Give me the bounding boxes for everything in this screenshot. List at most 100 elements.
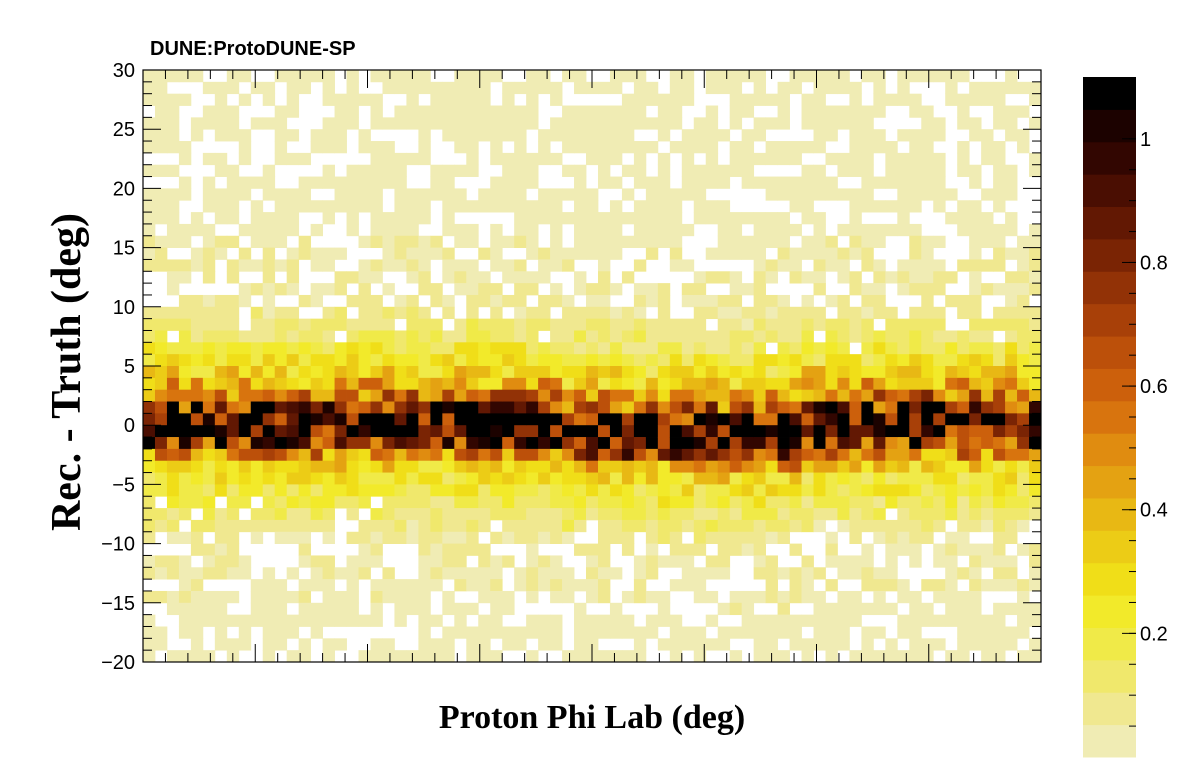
heatmap-cell [454, 496, 467, 509]
heatmap-cell [430, 614, 443, 627]
heatmap-cell [777, 650, 790, 663]
heatmap-cell [334, 614, 347, 627]
heatmap-cell [454, 401, 467, 414]
heatmap-cell [286, 259, 300, 272]
heatmap-cell [526, 484, 539, 497]
heatmap-cell [765, 401, 778, 414]
heatmap-cell [574, 638, 587, 651]
heatmap-cell [370, 508, 383, 521]
heatmap-cell [298, 342, 312, 355]
heatmap-cell [933, 377, 946, 391]
heatmap-cell [418, 306, 431, 320]
heatmap-cell [226, 638, 240, 651]
heatmap-cell [753, 508, 767, 521]
heatmap-cell [681, 294, 695, 308]
heatmap-cell [705, 377, 719, 391]
heatmap-cell [717, 354, 731, 367]
heatmap-cell [358, 543, 371, 556]
heatmap-cell [143, 377, 156, 391]
heatmap-cell [609, 200, 623, 213]
heatmap-cell [669, 437, 683, 450]
heatmap-cell [394, 223, 407, 237]
heatmap-cell [681, 70, 695, 83]
heatmap-cell [442, 567, 455, 580]
heatmap-cell [633, 437, 647, 450]
heatmap-cell [981, 259, 994, 272]
heatmap-cell [394, 519, 407, 533]
heatmap-cell [897, 366, 910, 379]
heatmap-cell [214, 484, 228, 497]
heatmap-cell [873, 437, 886, 450]
heatmap-cell [597, 555, 611, 568]
heatmap-cell [945, 590, 958, 604]
y-axis-title: Rec. - Truth (deg) [44, 213, 90, 531]
heatmap-cell [621, 413, 635, 426]
heatmap-cell [478, 496, 491, 509]
heatmap-cell [334, 200, 347, 213]
heatmap-cell [310, 318, 323, 331]
heatmap-cell [873, 81, 886, 95]
heatmap-cell [178, 330, 192, 343]
heatmap-cell [466, 472, 479, 485]
heatmap-cell [202, 117, 216, 130]
heatmap-cell [681, 626, 695, 639]
heatmap-cell [370, 614, 383, 627]
heatmap-cell [406, 152, 419, 166]
heatmap-cell [178, 401, 192, 414]
heatmap-cell [358, 401, 371, 414]
heatmap-cell [442, 437, 455, 450]
heatmap-cell [202, 389, 216, 402]
heatmap-cell [969, 247, 982, 260]
heatmap-cell [717, 626, 731, 639]
heatmap-cell [346, 354, 359, 367]
heatmap-cell [729, 590, 743, 604]
heatmap-cell [442, 650, 455, 663]
heatmap-cell [633, 413, 647, 426]
heatmap-cell [1005, 626, 1018, 639]
heatmap-cell [609, 247, 623, 260]
heatmap-cell [693, 342, 707, 355]
heatmap-cell [717, 164, 731, 177]
heatmap-cell [526, 283, 539, 296]
heatmap-cell [550, 223, 563, 237]
heatmap-cell [178, 614, 192, 627]
heatmap-cell [969, 283, 982, 296]
heatmap-cell [981, 519, 994, 533]
heatmap-cell [562, 472, 575, 485]
heatmap-cell [801, 413, 814, 426]
heatmap-cell [885, 437, 898, 450]
heatmap-cell [418, 638, 431, 651]
heatmap-cell [909, 105, 922, 118]
heatmap-cell [645, 401, 659, 414]
heatmap-cell [346, 366, 359, 379]
heatmap-cell [885, 484, 898, 497]
heatmap-cell [322, 377, 335, 391]
heatmap-cell [370, 200, 383, 213]
heatmap-cell [430, 567, 443, 580]
heatmap-cell [873, 472, 886, 485]
heatmap-cell [993, 413, 1006, 426]
heatmap-cell [825, 579, 838, 592]
heatmap-cell [466, 626, 479, 639]
heatmap-cell [921, 306, 934, 320]
heatmap-cell [502, 294, 515, 308]
heatmap-cell [286, 377, 300, 391]
heatmap-cell [346, 614, 359, 627]
heatmap-cell [334, 105, 347, 118]
heatmap-cell [921, 602, 934, 616]
heatmap-cell [514, 460, 527, 473]
heatmap-cell [418, 318, 431, 331]
heatmap-cell [466, 294, 479, 308]
heatmap-cell [897, 650, 910, 663]
heatmap-cell [586, 105, 599, 118]
heatmap-cell [921, 508, 934, 521]
heatmap-cell [753, 223, 767, 237]
heatmap-cell [681, 141, 695, 154]
heatmap-cell [633, 366, 647, 379]
heatmap-cell [346, 555, 359, 568]
heatmap-cell [262, 638, 276, 651]
heatmap-cell [789, 377, 802, 391]
heatmap-cell [633, 152, 647, 166]
heatmap-cell [993, 614, 1006, 627]
heatmap-cell [681, 176, 695, 189]
